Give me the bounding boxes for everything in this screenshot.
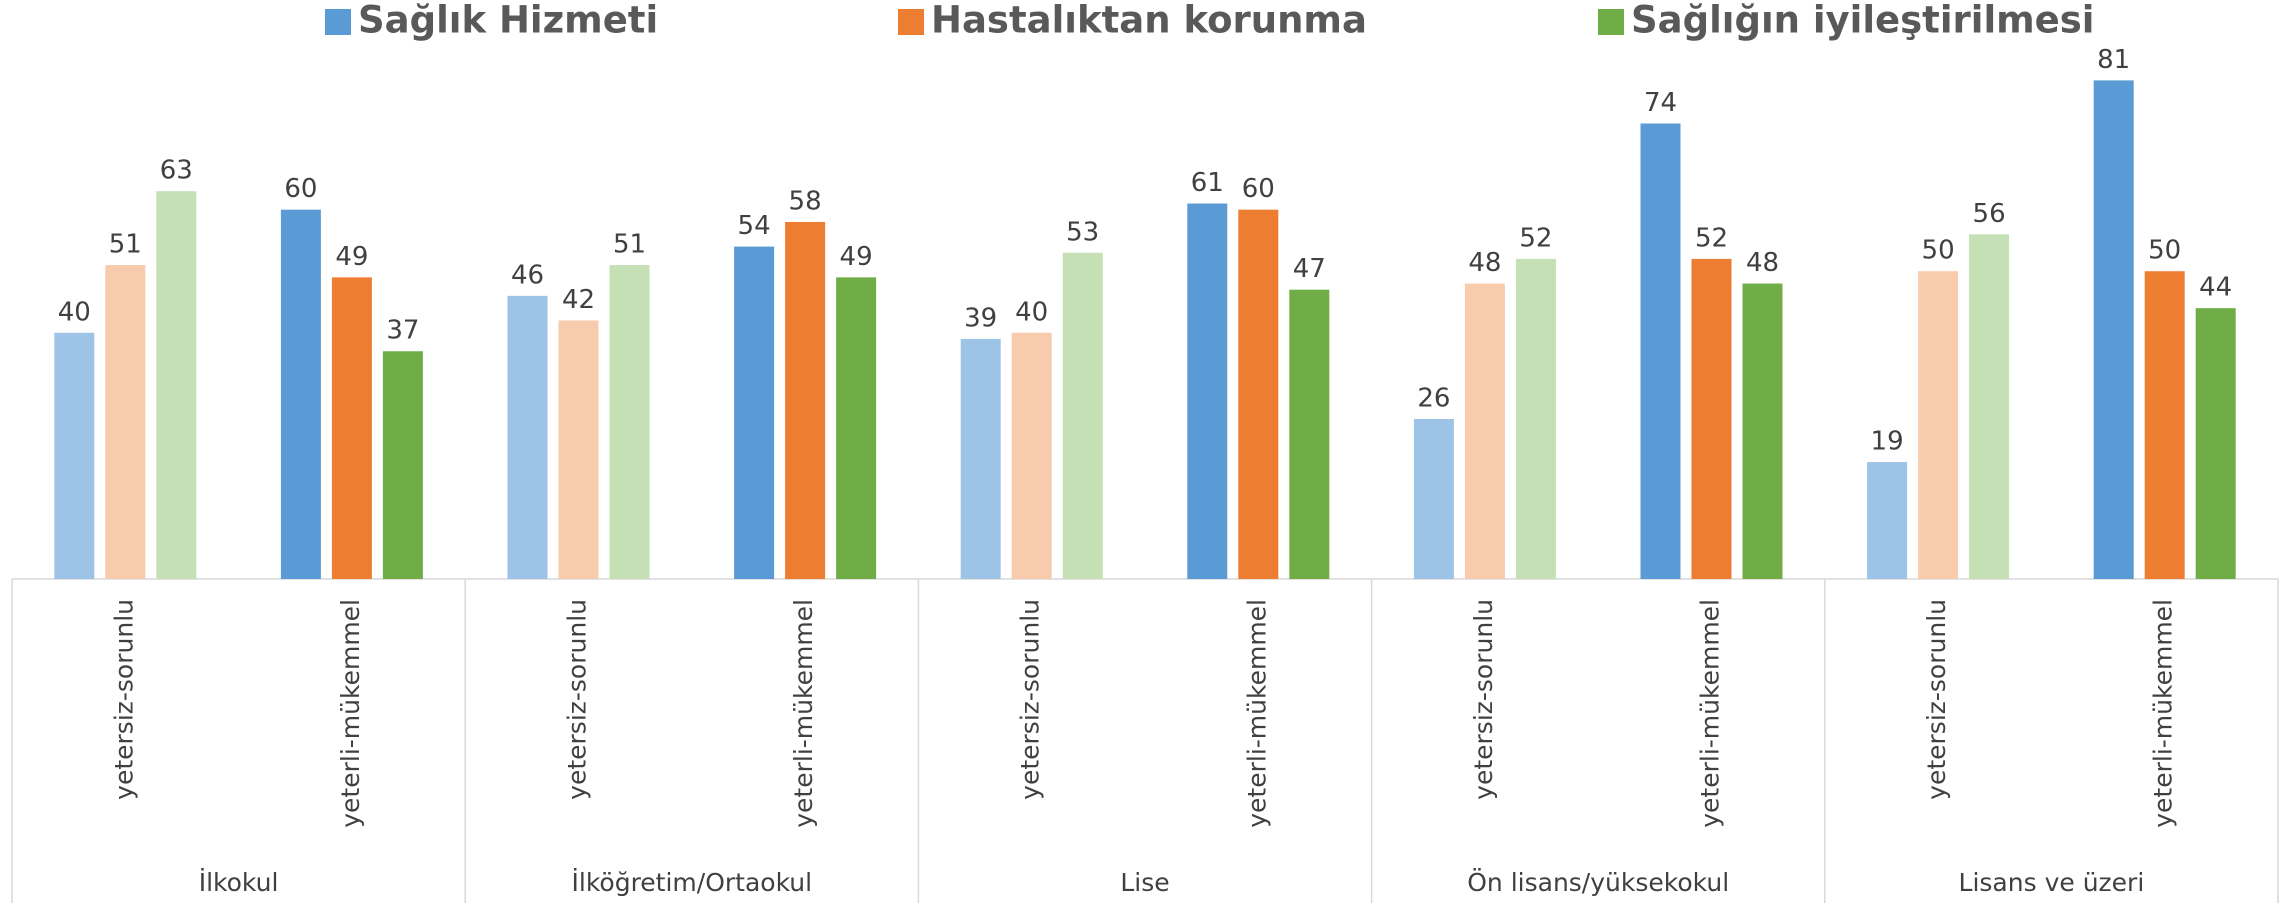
bar	[1413, 418, 1454, 579]
bar	[836, 277, 877, 579]
value-label: 19	[1871, 427, 1904, 457]
value-label: 37	[386, 316, 419, 346]
value-label: 60	[284, 174, 317, 204]
legend-swatch	[325, 9, 351, 35]
bar	[1187, 203, 1228, 579]
value-label: 44	[2199, 273, 2232, 303]
legend-label: Sağlığın iyileştirilmesi	[1631, 0, 2094, 42]
value-label: 50	[1922, 236, 1955, 266]
group-label: Lisans ve üzeri	[1959, 868, 2145, 897]
bar	[1062, 252, 1103, 579]
value-label: 81	[2097, 45, 2130, 75]
value-label: 48	[1468, 248, 1501, 278]
value-label: 40	[58, 297, 91, 327]
bar	[1640, 123, 1681, 579]
value-label: 42	[562, 285, 595, 315]
value-label: 74	[1644, 88, 1677, 118]
bar	[1969, 234, 2010, 580]
bar	[54, 332, 95, 579]
bar	[2144, 271, 2185, 579]
bar	[609, 265, 650, 579]
bar	[734, 246, 775, 579]
bar	[1867, 462, 1908, 579]
bar	[156, 191, 197, 579]
value-label: 51	[109, 230, 142, 260]
bar	[2195, 308, 2236, 579]
x-tick-label: yeterli-mükemmel	[789, 599, 818, 828]
value-label: 52	[1519, 223, 1552, 253]
group-label: İlkokul	[199, 868, 279, 897]
value-label: 51	[613, 230, 646, 260]
bar	[1742, 283, 1783, 579]
value-label: 49	[335, 242, 368, 272]
bar	[1515, 258, 1556, 579]
bar	[2093, 80, 2134, 580]
bar	[1289, 289, 1330, 579]
value-label: 47	[1293, 254, 1326, 284]
legend-label: Sağlık Hizmeti	[358, 0, 658, 42]
value-label: 49	[840, 242, 873, 272]
value-label: 46	[511, 260, 544, 290]
value-label: 39	[964, 303, 997, 333]
bar	[382, 351, 423, 579]
bar	[331, 277, 372, 579]
value-label: 54	[738, 211, 771, 241]
legend-swatch	[898, 9, 924, 35]
bar	[1464, 283, 1505, 579]
group-label: Ön lisans/yüksekokul	[1467, 868, 1729, 897]
x-tick-label: yeterli-mükemmel	[2149, 599, 2178, 828]
bar	[105, 265, 146, 579]
x-tick-label: yeterli-mükemmel	[1696, 599, 1725, 828]
value-label: 26	[1417, 383, 1450, 413]
x-tick-label: yeterli-mükemmel	[336, 599, 365, 828]
value-label: 61	[1191, 168, 1224, 198]
x-tick-label: yetersiz-sorunlu	[1469, 599, 1498, 800]
value-label: 63	[160, 156, 193, 186]
bar	[1011, 332, 1052, 579]
group-label: Lise	[1120, 868, 1169, 897]
value-label: 50	[2148, 236, 2181, 266]
value-label: 52	[1695, 223, 1728, 253]
bar	[1918, 271, 1959, 579]
bar	[960, 338, 1001, 579]
group-label: İlköğretim/Ortaokul	[572, 868, 813, 897]
x-tick-label: yetersiz-sorunlu	[1922, 599, 1951, 800]
x-tick-label: yeterli-mükemmel	[1242, 599, 1271, 828]
bar	[785, 221, 826, 579]
bar	[280, 209, 321, 579]
bar	[558, 320, 599, 579]
legend-label: Hastalıktan korunma	[931, 0, 1367, 42]
x-tick-label: yetersiz-sorunlu	[563, 599, 592, 800]
bar	[1238, 209, 1279, 579]
value-label: 53	[1066, 217, 1099, 247]
legend-swatch	[1598, 9, 1624, 35]
x-tick-label: yetersiz-sorunlu	[109, 599, 138, 800]
value-label: 60	[1242, 174, 1275, 204]
bar	[507, 295, 548, 579]
value-label: 58	[789, 186, 822, 216]
value-label: 40	[1015, 297, 1048, 327]
x-tick-label: yetersiz-sorunlu	[1016, 599, 1045, 800]
value-label: 56	[1973, 199, 2006, 229]
bar	[1691, 258, 1732, 579]
value-label: 48	[1746, 248, 1779, 278]
